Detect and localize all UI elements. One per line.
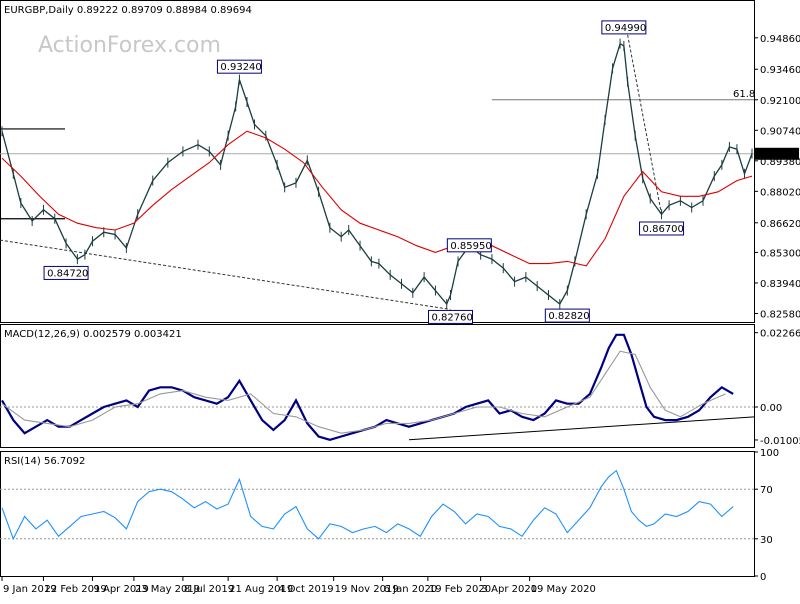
series-macd bbox=[1, 333, 734, 441]
macd-plot bbox=[0, 333, 755, 441]
annotation-label: 0.82820 bbox=[548, 311, 589, 322]
axes: 0.94860 0.93460 0.92100 0.90740 0.89380 0.880… bbox=[1, 34, 800, 595]
series-rsi bbox=[1, 469, 734, 541]
series-price bbox=[1, 42, 753, 306]
x-tick-label: 22 Feb 2019 bbox=[44, 584, 106, 595]
y-tick-label: 0.90740 bbox=[760, 126, 800, 137]
series-ma bbox=[1, 130, 753, 267]
y-tick-label: 70 bbox=[760, 485, 773, 496]
y-tick-label: 30 bbox=[760, 535, 773, 546]
x-tick-label: 9 Jan 2019 bbox=[3, 584, 57, 595]
price-panel bbox=[0, 0, 755, 323]
x-tick-label: 19 Feb 2020 bbox=[429, 584, 491, 595]
y-tick-label: 0.94860 bbox=[760, 34, 800, 45]
rsi-plot bbox=[0, 469, 754, 541]
y-tick-label: 0.00 bbox=[760, 403, 782, 414]
x-tick-label: 19 May 2020 bbox=[531, 584, 596, 595]
y-tick-label: 0.83940 bbox=[760, 279, 800, 290]
x-tick-label: 4 Oct 2019 bbox=[278, 584, 333, 595]
rsi-panel bbox=[0, 451, 755, 577]
annotation-label: 0.93240 bbox=[220, 62, 261, 73]
price-plot: 61.8 0.93240 0.94990 0.84720 0.85950 0.82760 0… bbox=[0, 20, 755, 324]
y-tick-label: 100 bbox=[760, 448, 779, 459]
macd-panel bbox=[0, 324, 755, 448]
x-tick-label: 21 Aug 2019 bbox=[229, 584, 293, 595]
x-tick-label: 8 Jul 2019 bbox=[184, 584, 234, 595]
y-tick-label: 0.85300 bbox=[760, 248, 800, 259]
x-tick-label: 23 May 2019 bbox=[135, 584, 200, 595]
y-tick-label: 0.88020 bbox=[760, 187, 800, 198]
annotation-box bbox=[427, 309, 473, 324]
last-price-tag bbox=[755, 147, 799, 160]
resistance-trendline bbox=[627, 34, 663, 215]
fib-label: 61.8 bbox=[733, 89, 755, 100]
annotation-label: 0.85950 bbox=[450, 241, 491, 252]
symbol-header: EURGBP,Daily 0.89222 0.89709 0.88984 0.8… bbox=[4, 5, 252, 16]
x-tick-label: 9 Apr 2019 bbox=[93, 584, 148, 595]
annotation-label: 0.94990 bbox=[605, 23, 646, 34]
annotation-box bbox=[601, 20, 647, 35]
y-tick-label: 0 bbox=[760, 572, 766, 583]
y-tick-label: 0.86620 bbox=[760, 219, 800, 230]
annotation-label: 0.84720 bbox=[47, 268, 88, 279]
y-tick-label: 0.022662 bbox=[760, 329, 800, 340]
y-tick-label: 0.93460 bbox=[760, 65, 800, 76]
macd-trendline bbox=[409, 416, 755, 441]
annotation-box bbox=[446, 238, 492, 253]
annotation-box bbox=[216, 59, 262, 74]
y-tick-label: 0.89380 bbox=[760, 157, 800, 168]
annotation-box bbox=[43, 265, 89, 280]
watermark: ActionForex.com bbox=[38, 33, 221, 58]
rsi-header: RSI(14) 56.7092 bbox=[4, 456, 85, 467]
series-signal bbox=[1, 350, 726, 434]
y-tick-label: 0.92100 bbox=[760, 96, 800, 107]
annotation-box bbox=[639, 221, 685, 236]
annotation-box bbox=[544, 308, 590, 323]
x-tick-label: 3 Apr 2020 bbox=[482, 584, 537, 595]
x-tick-label: 6 Jan 2020 bbox=[384, 584, 438, 595]
support-trendline bbox=[0, 239, 451, 310]
last-price-label: 0.89694 bbox=[758, 150, 799, 161]
y-tick-label: 0.82580 bbox=[760, 309, 800, 320]
x-tick-label: 19 Nov 2019 bbox=[335, 584, 399, 595]
y-tick-label: -0.010052 bbox=[760, 436, 800, 447]
annotation-label: 0.82760 bbox=[431, 312, 472, 323]
annotation-label: 0.86700 bbox=[643, 224, 684, 235]
macd-header: MACD(12,26,9) 0.002579 0.003421 bbox=[4, 329, 182, 340]
